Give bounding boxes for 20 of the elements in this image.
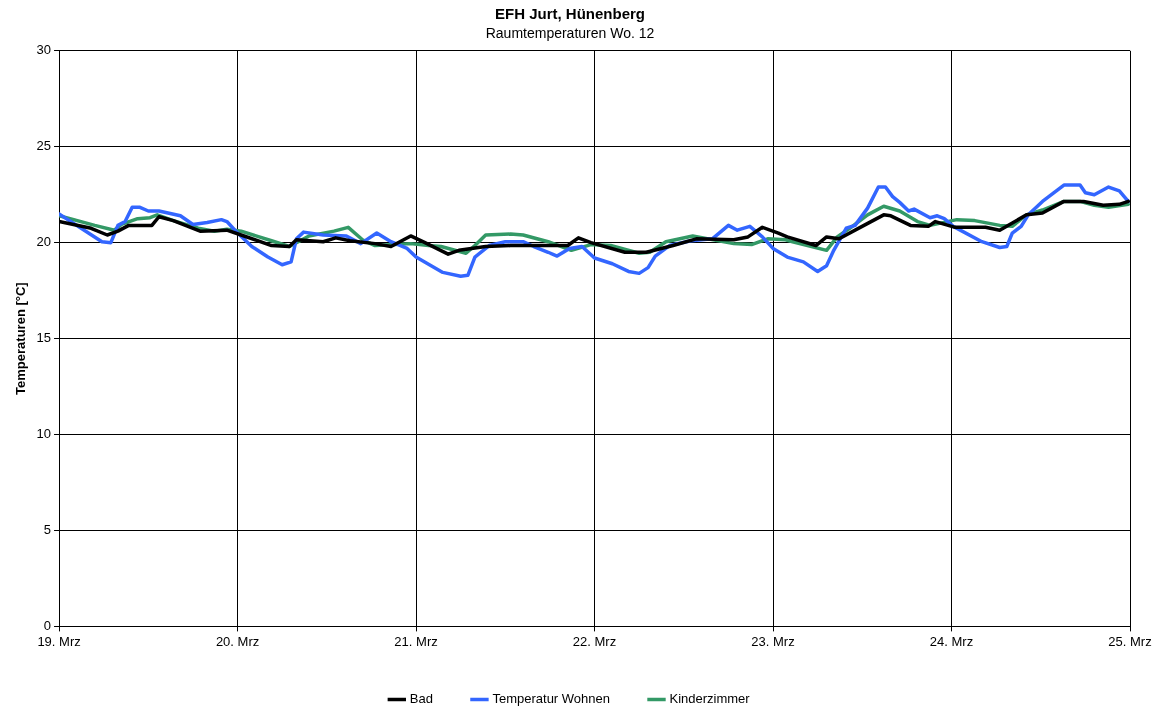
y-tick-label: 20 [36, 234, 52, 250]
x-tick-label: 21. Mrz [394, 633, 438, 649]
legend-label: Bad [409, 691, 433, 707]
x-tick-label: 24. Mrz [929, 633, 974, 649]
chart-subtitle: Raumtemperaturen Wo. 12 [485, 25, 655, 42]
y-tick-label: 5 [43, 522, 52, 538]
x-tick-label: 19. Mrz [37, 633, 81, 649]
x-tick-label: 20. Mrz [215, 633, 260, 649]
legend-label: Temperatur Wohnen [492, 691, 610, 707]
y-axis-title: Temperaturen [°C] [13, 282, 29, 395]
x-tick-label: 22. Mrz [572, 633, 617, 649]
y-tick-label: 10 [36, 426, 52, 442]
y-tick-label: 25 [36, 138, 52, 154]
x-tick-label: 25. Mrz [1108, 633, 1152, 649]
x-tick-label: 23. Mrz [751, 633, 795, 649]
y-tick-label: 15 [36, 330, 52, 346]
y-tick-label: 0 [43, 617, 52, 633]
y-tick-label: 30 [36, 42, 52, 58]
legend-label: Kinderzimmer [669, 691, 751, 707]
chart-title: EFH Jurt, Hünenberg [494, 5, 646, 23]
